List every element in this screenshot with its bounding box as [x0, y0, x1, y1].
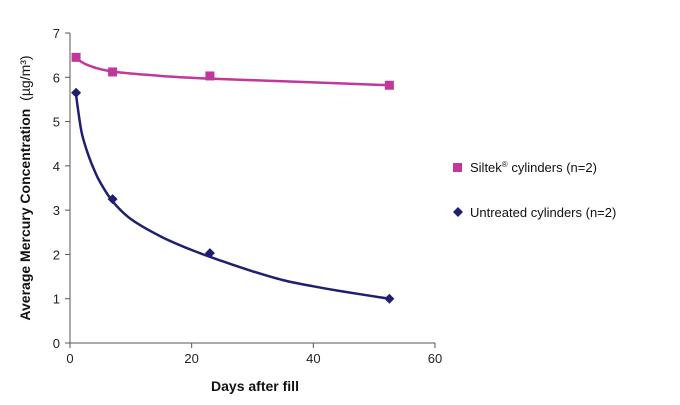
- legend-marker-siltek: [453, 163, 462, 172]
- untreated-trend-line: [74, 94, 390, 300]
- x-tick-label: 40: [306, 351, 320, 366]
- legend-item-siltek: Siltek® cylinders (n=2): [453, 160, 597, 175]
- legend-item-untreated: Untreated cylinders (n=2): [453, 205, 616, 220]
- y-tick-label: 5: [53, 115, 60, 130]
- y-tick-label: 4: [53, 159, 60, 174]
- y-axis-title: Average Mercury Concentration (µg/m³): [17, 55, 33, 320]
- y-tick-label: 1: [53, 292, 60, 307]
- y-tick-label: 2: [53, 247, 60, 262]
- y-tick-label: 6: [53, 70, 60, 85]
- x-tick-label: 0: [66, 351, 73, 366]
- siltek-data-point: [71, 52, 81, 62]
- legend-marker-untreated: [453, 207, 463, 217]
- legend-label-untreated: Untreated cylinders (n=2): [470, 205, 616, 220]
- legend-label-siltek: Siltek® cylinders (n=2): [470, 160, 597, 175]
- y-tick-label: 7: [53, 26, 60, 41]
- x-tick-label: 20: [184, 351, 198, 366]
- legend-label-siltek-registered: ®: [502, 160, 508, 169]
- siltek-data-point: [384, 80, 394, 90]
- untreated-data-point: [107, 194, 118, 205]
- untreated-data-point: [384, 293, 395, 304]
- untreated-data-point: [204, 248, 215, 259]
- legend: Siltek® cylinders (n=2) Untreated cylind…: [453, 160, 616, 220]
- siltek-data-point: [108, 67, 118, 77]
- untreated-data-point: [71, 87, 82, 98]
- y-axis-title-unit: (µg/m³): [17, 55, 33, 100]
- siltek-trend-line: [75, 57, 390, 87]
- legend-label-siltek-rest: cylinders (n=2): [508, 160, 597, 175]
- x-tick-label: 60: [428, 351, 442, 366]
- y-tick-label: 0: [53, 336, 60, 351]
- siltek-data-point: [205, 71, 215, 81]
- y-tick-label: 3: [53, 203, 60, 218]
- y-axis-title-main: Average Mercury Concentration: [17, 109, 33, 321]
- legend-label-siltek-main: Siltek: [470, 160, 502, 175]
- x-axis-title: Days after fill: [211, 378, 299, 394]
